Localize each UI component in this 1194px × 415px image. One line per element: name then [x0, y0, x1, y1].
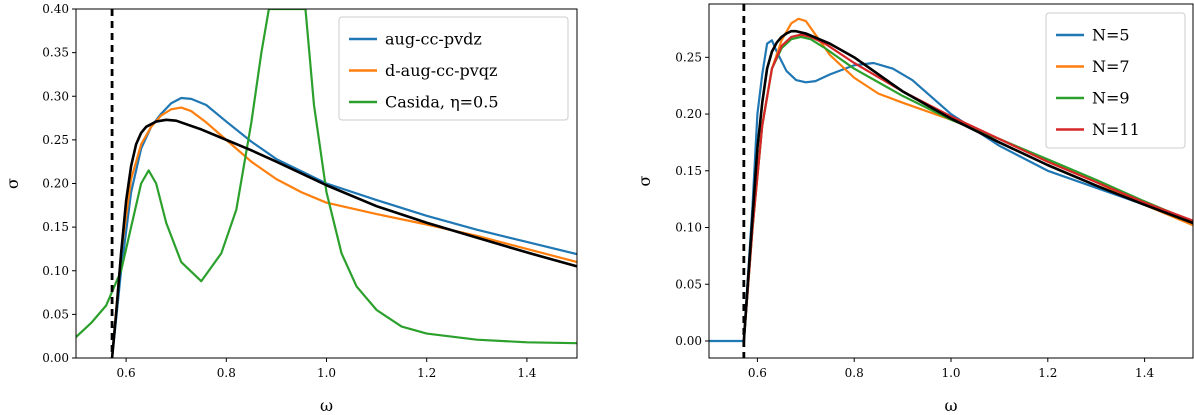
x-axis-label: ω	[320, 396, 333, 415]
series-line-reference	[742, 29, 1193, 343]
y-tick-label: 0.05	[42, 307, 69, 321]
plot-area	[709, 17, 1193, 343]
chart-panel-2: 0.6 0.8 1.0 1.2 1.4 0.00 0.05 0.10 0.15 0.20 0.25 ω…	[635, 3, 1194, 415]
series-line-casida-0-5	[76, 9, 577, 345]
legend-box	[1045, 12, 1186, 149]
x-tick-label: 1.0	[317, 366, 336, 380]
y-tick-label: 0.25	[42, 133, 69, 147]
y-tick-label: 0.10	[42, 264, 69, 278]
y-tick-label: 0.15	[675, 164, 702, 178]
legend-label: Casida, η=0.5	[385, 93, 499, 112]
series-line-aug-cc-pvdz	[110, 96, 577, 358]
y-tick-label: 0.20	[42, 177, 69, 191]
legend-label: N=5	[1092, 26, 1130, 45]
x-tick-label: 0.6	[117, 366, 136, 380]
x-tick-label: 0.8	[217, 366, 236, 380]
y-tick-label: 0.40	[42, 2, 69, 16]
y-axis-label: σ	[635, 175, 654, 186]
y-tick-label: 0.35	[42, 46, 69, 60]
y-tick-label: 0.05	[675, 277, 702, 291]
legend-box	[338, 16, 569, 121]
legend-label: N=11	[1092, 120, 1140, 139]
x-tick-label: 1.4	[1135, 366, 1154, 380]
y-tick-label: 0.30	[42, 89, 69, 103]
series-line-n-5	[709, 39, 1193, 343]
series-line-reference	[110, 118, 577, 358]
y-tick-label: 0.10	[675, 221, 702, 235]
legend: N=5 N=7 N=9 N=11	[1045, 12, 1186, 149]
series-line-n-11	[742, 33, 1193, 343]
x-tick-label: 1.2	[417, 366, 436, 380]
legend-label: N=9	[1092, 89, 1130, 108]
y-tick-label: 0.20	[675, 107, 702, 121]
y-tick-label: 0.15	[42, 220, 69, 234]
plot-area	[76, 9, 577, 358]
y-tick-label: 0.00	[675, 334, 702, 348]
y-tick-label: 0.00	[42, 351, 69, 365]
x-tick-label: 0.6	[748, 366, 767, 380]
x-tick-label: 1.4	[517, 366, 536, 380]
legend: aug-cc-pvdz d-aug-cc-pvqz Casida, η=0.5	[338, 16, 569, 121]
chart-panel-1: 0.6 0.8 1.0 1.2 1.4 0.00 0.05 0.10 0.15 0.20 0.25 0…	[3, 2, 578, 415]
y-axis-label: σ	[3, 178, 22, 189]
x-tick-label: 1.2	[1038, 366, 1057, 380]
legend-label: N=7	[1092, 57, 1130, 76]
y-tick-label: 0.25	[675, 50, 702, 64]
legend-label: aug-cc-pvdz	[385, 30, 482, 49]
x-tick-label: 1.0	[941, 366, 960, 380]
legend-label: d-aug-cc-pvqz	[385, 61, 497, 80]
x-axis-label: ω	[944, 396, 957, 415]
x-tick-label: 0.8	[845, 366, 864, 380]
series-line-d-aug-cc-pvqz	[110, 106, 577, 358]
